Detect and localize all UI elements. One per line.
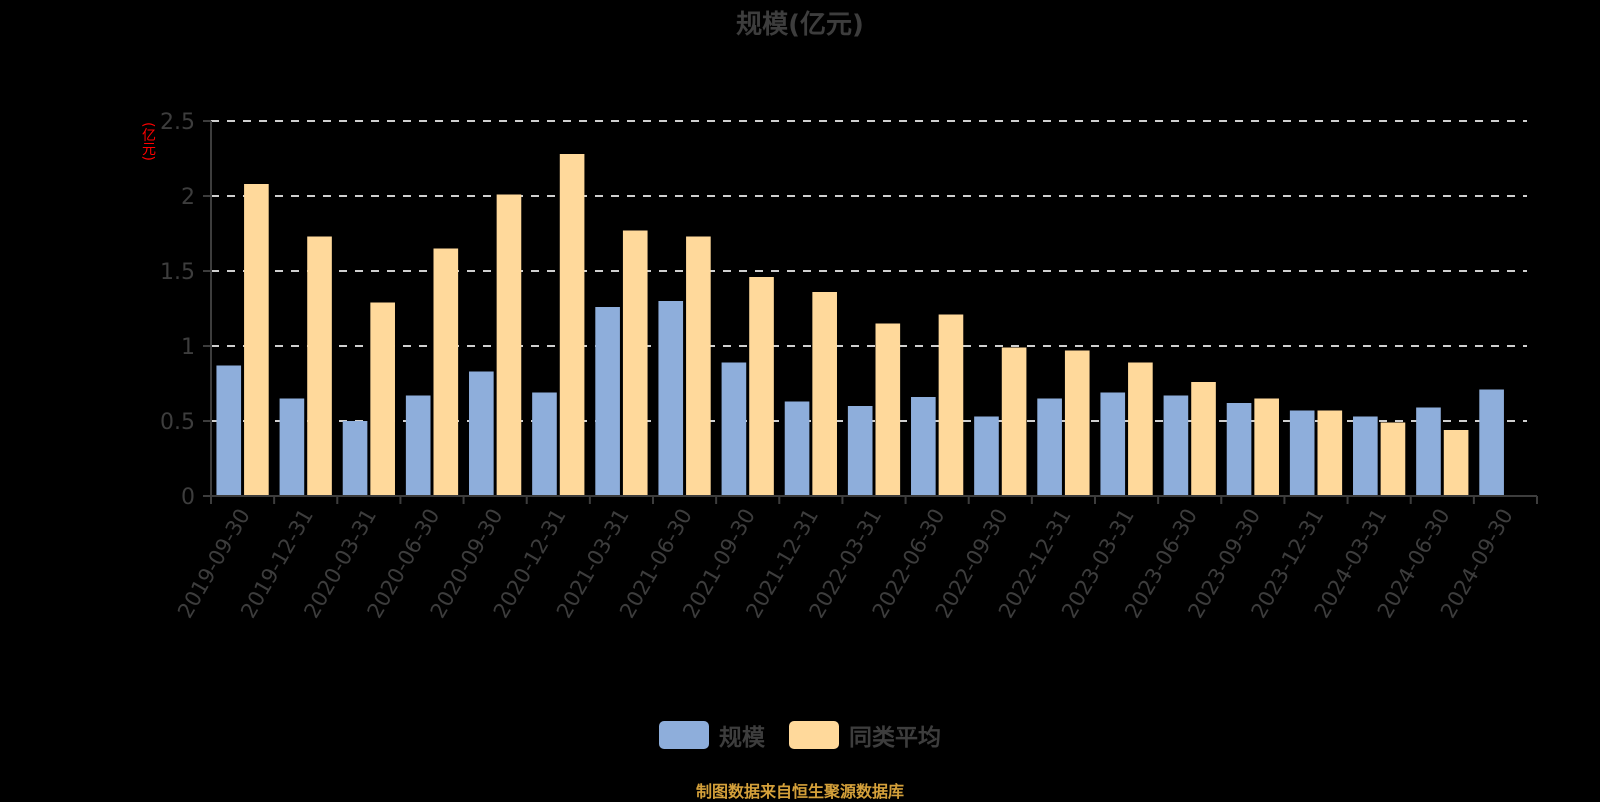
bar-scale[interactable] [532,392,557,497]
bar-peer-average[interactable] [686,236,711,497]
bar-peer-average[interactable] [1128,362,1153,497]
bar-scale[interactable] [847,406,873,496]
bar-scale[interactable] [784,401,810,497]
bar-peer-average[interactable] [875,323,901,497]
bar-peer-average[interactable] [938,314,964,497]
bar-scale[interactable] [469,371,494,497]
legend-swatch-peer-average [789,721,839,749]
bar-scale[interactable] [595,307,620,496]
bar-scale[interactable] [658,301,684,496]
legend: 规模 同类平均 [0,718,1600,752]
bar-scale[interactable] [1289,410,1315,497]
y-axis-unit-label: (亿元) [140,122,156,161]
legend-label-peer-average: 同类平均 [849,725,941,751]
bar-scale[interactable] [1100,392,1126,497]
bar-scale[interactable] [1226,403,1252,496]
x-axis-ticks: 2019-09-302019-12-312020-03-312020-06-30… [173,504,1518,622]
data-source-footer: 制图数据来自恒生聚源数据库 [695,782,904,801]
bar-scale[interactable] [1163,395,1189,497]
bar-scale[interactable] [911,397,936,496]
bar-scale[interactable] [405,395,431,497]
legend-label-scale: 规模 [719,725,765,751]
bar-scale[interactable] [1416,407,1441,497]
bar-peer-average[interactable] [1317,410,1343,497]
bar-peer-average[interactable] [812,292,837,496]
bar-scale[interactable] [974,416,999,497]
y-tick-label: 2 [181,185,195,210]
bar-scale[interactable] [1353,416,1378,497]
bar-peer-average[interactable] [1191,382,1216,496]
bar-peer-average[interactable] [370,302,395,497]
bar-peer-average[interactable] [622,230,648,497]
legend-item-scale[interactable]: 规模 [659,718,765,752]
y-tick-label: 2.5 [160,110,195,135]
bar-scale[interactable] [1479,389,1504,497]
legend-item-peer-average[interactable]: 同类平均 [789,718,941,752]
bar-peer-average[interactable] [559,154,585,496]
bar-peer-average[interactable] [1001,347,1027,497]
bar-scale[interactable] [216,365,242,497]
bar-chart: 0 0.5 1 1.5 2 2.5 2019-09-302019-12-312020-03… [160,110,1538,622]
bar-scale[interactable] [279,398,305,497]
bar-peer-average[interactable] [244,184,269,496]
bar-peer-average[interactable] [307,236,332,497]
bar-peer-average[interactable] [433,248,459,497]
bar-peer-average[interactable] [749,277,774,496]
y-tick-label: 0.5 [160,410,195,435]
bar-scale[interactable] [342,421,368,496]
chart-title: 规模(亿元) [736,10,864,40]
bar-peer-average[interactable] [1254,398,1279,497]
legend-swatch-scale [659,721,709,749]
bar-scale[interactable] [721,362,747,497]
bar-series [216,154,1504,497]
axes [203,120,1538,504]
bar-scale[interactable] [1037,398,1062,497]
y-axis-ticks: 0 0.5 1 1.5 2 2.5 [160,110,195,510]
bar-peer-average[interactable] [1380,422,1406,497]
bar-peer-average[interactable] [1443,430,1469,496]
y-tick-label: 1.5 [160,260,195,285]
bar-peer-average[interactable] [496,194,522,497]
bar-peer-average[interactable] [1064,350,1090,497]
gridlines [211,120,1527,422]
y-tick-label: 0 [181,485,195,510]
y-tick-label: 1 [181,335,195,360]
